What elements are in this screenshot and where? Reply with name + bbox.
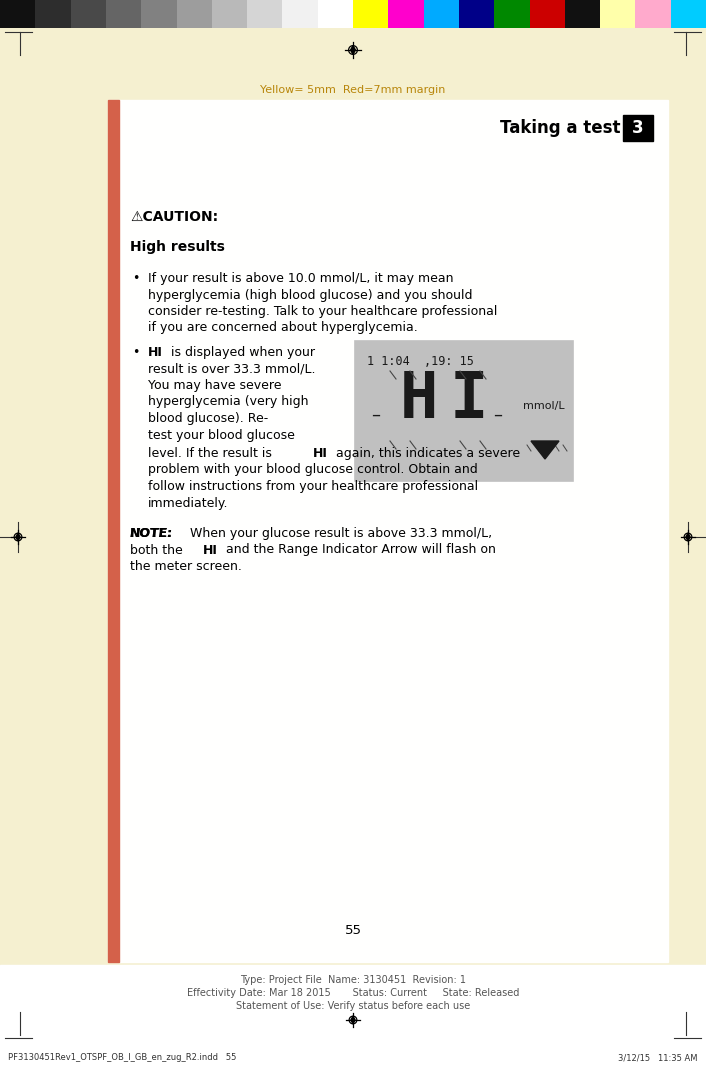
Text: You may have severe: You may have severe — [148, 379, 282, 392]
Text: I: I — [450, 369, 489, 431]
Bar — [494, 0, 530, 28]
Polygon shape — [351, 1016, 355, 1023]
Text: If your result is above 10.0 mmol/L, it may mean: If your result is above 10.0 mmol/L, it … — [148, 272, 453, 285]
Bar — [623, 115, 653, 141]
Text: both the: both the — [130, 544, 187, 557]
Bar — [388, 0, 424, 28]
Bar — [71, 0, 106, 28]
Bar — [565, 0, 600, 28]
Text: Statement of Use: Verify status before each use: Statement of Use: Verify status before e… — [236, 1001, 470, 1010]
Bar — [176, 0, 212, 28]
Bar — [212, 0, 247, 28]
Text: •: • — [132, 346, 139, 359]
Text: 1 1:04  ,19: 15: 1 1:04 ,19: 15 — [367, 355, 474, 368]
Text: –: – — [493, 406, 502, 424]
Bar — [0, 0, 35, 28]
Bar — [35, 0, 71, 28]
Text: HI: HI — [203, 544, 218, 557]
Text: hyperglycemia (high blood glucose) and you should: hyperglycemia (high blood glucose) and y… — [148, 288, 472, 301]
Bar — [459, 0, 494, 28]
Text: test your blood glucose: test your blood glucose — [148, 429, 295, 442]
Text: blood glucose). Re-: blood glucose). Re- — [148, 412, 268, 425]
Text: hyperglycemia (very high: hyperglycemia (very high — [148, 396, 309, 408]
Polygon shape — [351, 45, 355, 55]
Text: and the Range Indicator Arrow will flash on: and the Range Indicator Arrow will flash… — [222, 544, 496, 557]
Text: level. If the result is: level. If the result is — [148, 447, 276, 460]
Text: HI: HI — [313, 447, 328, 460]
Bar — [600, 0, 635, 28]
Polygon shape — [686, 533, 690, 541]
Text: is displayed when your: is displayed when your — [167, 346, 315, 359]
Bar — [355, 341, 573, 481]
Bar — [247, 0, 282, 28]
Bar — [353, 0, 388, 28]
Text: High results: High results — [130, 240, 225, 254]
Text: Yellow= 5mm  Red=7mm margin: Yellow= 5mm Red=7mm margin — [261, 85, 445, 95]
Bar — [424, 0, 459, 28]
Bar — [318, 0, 353, 28]
Bar — [282, 0, 318, 28]
Text: if you are concerned about hyperglycemia.: if you are concerned about hyperglycemia… — [148, 321, 418, 334]
Text: problem with your blood glucose control. Obtain and: problem with your blood glucose control.… — [148, 463, 478, 476]
Text: again, this indicates a severe: again, this indicates a severe — [333, 447, 520, 460]
Text: consider re-testing. Talk to your healthcare professional: consider re-testing. Talk to your health… — [148, 305, 497, 318]
Text: H: H — [400, 369, 438, 431]
Text: NOTE:: NOTE: — [130, 527, 173, 540]
Polygon shape — [16, 533, 20, 541]
Bar — [530, 0, 565, 28]
Text: •: • — [132, 272, 139, 285]
Text: Effectivity Date: Mar 18 2015       Status: Current     State: Released: Effectivity Date: Mar 18 2015 Status: Cu… — [187, 988, 519, 998]
Bar — [635, 0, 671, 28]
Text: immediately.: immediately. — [148, 497, 229, 510]
Bar — [0, 965, 706, 1075]
Bar — [671, 0, 706, 28]
Text: 3/12/15   11:35 AM: 3/12/15 11:35 AM — [618, 1054, 698, 1062]
Text: ⚠CAUTION:: ⚠CAUTION: — [130, 210, 218, 224]
Text: 3: 3 — [632, 119, 644, 137]
Bar — [106, 0, 141, 28]
Text: HI: HI — [148, 346, 163, 359]
Text: mmol/L: mmol/L — [523, 401, 565, 411]
Text: When your glucose result is above 33.3 mmol/L,: When your glucose result is above 33.3 m… — [186, 527, 492, 540]
Bar — [141, 0, 176, 28]
Text: follow instructions from your healthcare professional: follow instructions from your healthcare… — [148, 481, 478, 493]
Text: NOTE:: NOTE: — [130, 527, 173, 540]
Text: PF3130451Rev1_OTSPF_OB_I_GB_en_zug_R2.indd   55: PF3130451Rev1_OTSPF_OB_I_GB_en_zug_R2.in… — [8, 1054, 237, 1062]
Bar — [108, 100, 119, 962]
Text: –: – — [371, 406, 380, 424]
Text: result is over 33.3 mmol/L.: result is over 33.3 mmol/L. — [148, 362, 316, 375]
Text: Type: Project File  Name: 3130451  Revision: 1: Type: Project File Name: 3130451 Revisio… — [240, 975, 466, 985]
Bar — [108, 100, 668, 962]
Text: the meter screen.: the meter screen. — [130, 560, 242, 573]
Text: Taking a test: Taking a test — [500, 119, 620, 137]
Polygon shape — [531, 441, 559, 459]
Text: 55: 55 — [345, 923, 361, 936]
Bar — [0, 28, 706, 965]
